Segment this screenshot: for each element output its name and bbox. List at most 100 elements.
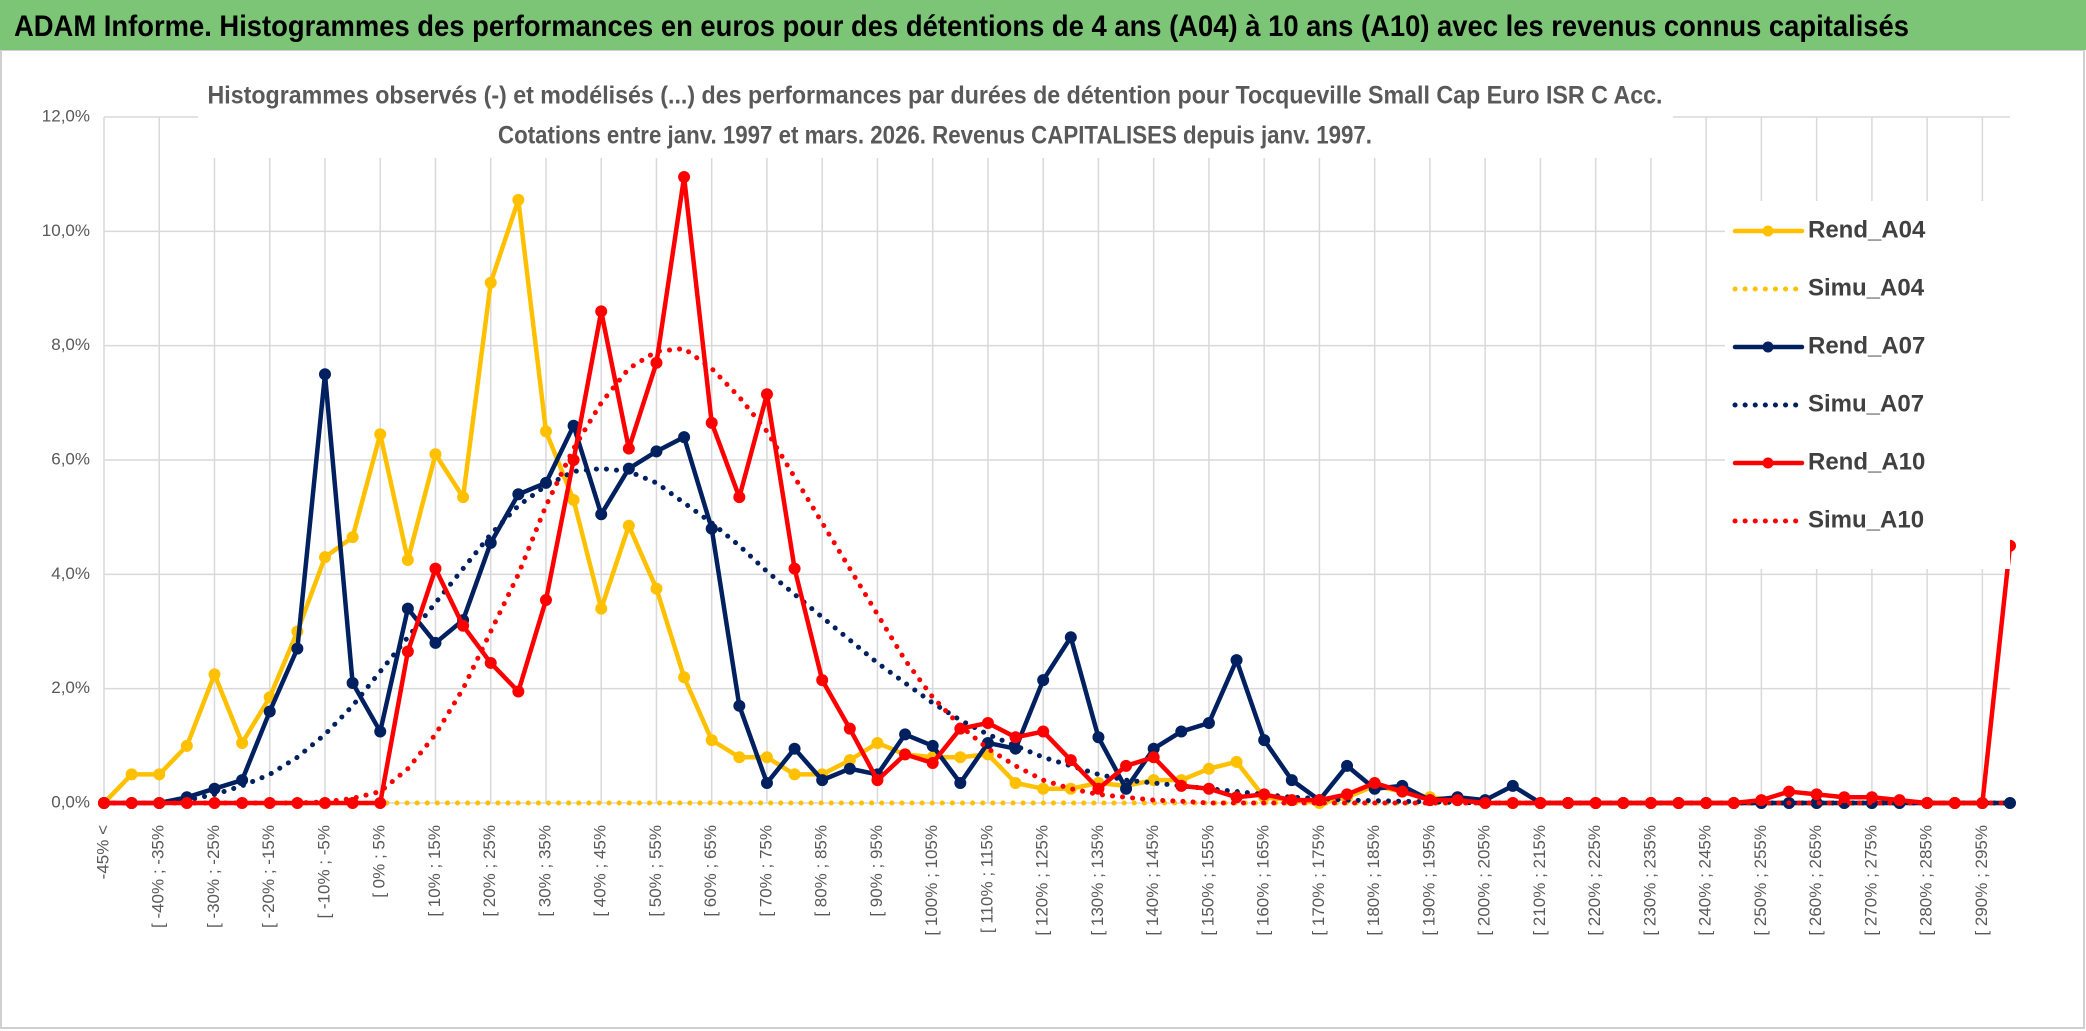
x-tick-label: [ 140% ; 145% — [1143, 825, 1162, 936]
data-point — [788, 562, 801, 575]
y-tick-label: 8,0% — [51, 335, 90, 354]
data-point — [760, 388, 773, 401]
data-point — [539, 594, 552, 607]
subtitle: Cotations entre janv. 1997 et mars. 2026… — [498, 122, 1372, 150]
x-tick-label: [ 90% ; 95% — [867, 825, 886, 917]
x-tick-label: [ 70% ; 75% — [756, 825, 775, 917]
x-tick-label: [ 10% ; 15% — [425, 825, 444, 917]
data-point — [733, 751, 746, 764]
x-tick-label: -45% < — [93, 825, 112, 879]
data-point — [263, 705, 276, 718]
data-point — [208, 668, 221, 681]
data-point — [236, 736, 249, 749]
plot — [98, 171, 2016, 809]
x-tick-label: [ 170% ; 175% — [1309, 825, 1328, 936]
data-point — [1064, 754, 1077, 767]
data-point — [1037, 674, 1050, 687]
x-tick-label: [ 120% ; 125% — [1033, 825, 1052, 936]
data-point — [1230, 791, 1243, 804]
legend-marker — [1762, 341, 1774, 353]
legend-label: Simu_A04 — [1808, 274, 1925, 301]
data-point — [1120, 759, 1133, 772]
data-point — [484, 276, 497, 289]
x-tick-label: [ 190% ; 195% — [1419, 825, 1438, 936]
data-point — [926, 739, 939, 752]
data-point — [346, 676, 359, 689]
data-point — [1368, 776, 1381, 789]
data-point — [1092, 731, 1105, 744]
data-point — [1230, 755, 1243, 768]
data-point — [595, 602, 608, 615]
data-point — [1037, 782, 1050, 795]
y-tick-label: 6,0% — [51, 449, 90, 468]
data-point — [1810, 788, 1823, 801]
data-point — [1120, 782, 1133, 795]
subtitle-box — [198, 76, 1673, 158]
data-point — [678, 171, 691, 184]
legend-marker — [1762, 225, 1774, 237]
data-point — [457, 491, 470, 504]
data-point — [1258, 734, 1271, 747]
data-point — [1285, 774, 1298, 787]
data-point — [981, 716, 994, 729]
x-tick-label: [ 150% ; 155% — [1198, 825, 1217, 936]
data-point — [291, 642, 304, 655]
data-point — [512, 193, 525, 206]
data-point — [153, 768, 166, 781]
x-tick-label: [ 160% ; 165% — [1254, 825, 1273, 936]
grid: 0,0% 2,0% 4,0% 6,0% 8,0% 10,0% 12,0% -45% < [ -4… — [42, 106, 2010, 936]
x-tick-label: [ 50% ; 55% — [646, 825, 665, 917]
x-tick-label: [ 30% ; 35% — [535, 825, 554, 917]
data-point — [1230, 654, 1243, 667]
data-point — [650, 582, 663, 595]
data-point — [346, 797, 359, 809]
x-tick-label: [ 40% ; 45% — [591, 825, 610, 917]
x-tick-label: [ 230% ; 235% — [1640, 825, 1659, 936]
x-tick-label: [ -10% ; -5% — [314, 825, 333, 919]
data-point — [760, 751, 773, 764]
data-point — [429, 636, 442, 649]
legend-label: Rend_A07 — [1808, 332, 1925, 359]
data-point — [1092, 782, 1105, 795]
data-point — [760, 776, 773, 789]
data-point — [788, 742, 801, 755]
data-point — [401, 645, 414, 658]
data-point — [1175, 779, 1188, 792]
data-point — [622, 519, 635, 532]
x-tick-label: [ -40% ; -35% — [149, 825, 168, 928]
data-point — [1175, 725, 1188, 738]
data-point — [512, 488, 525, 501]
legend-label: Rend_A10 — [1808, 448, 1925, 475]
data-point — [1506, 779, 1519, 792]
data-point — [1009, 731, 1022, 744]
data-point — [374, 797, 387, 809]
data-point — [1341, 788, 1354, 801]
data-point — [788, 768, 801, 781]
data-point — [318, 368, 331, 381]
data-point — [567, 494, 580, 507]
data-point — [650, 356, 663, 369]
data-point — [318, 551, 331, 564]
series-line — [101, 346, 2013, 806]
data-point — [816, 674, 829, 687]
data-point — [401, 554, 414, 567]
data-point — [733, 699, 746, 712]
legend: Rend_A04 Simu_A04 Rend_A07 Simu_A07 Rend_A10… — [1725, 201, 2010, 569]
data-point — [650, 445, 663, 458]
data-point — [1037, 725, 1050, 738]
x-tick-label: [ 80% ; 85% — [812, 825, 831, 917]
data-point — [1202, 762, 1215, 775]
x-tick-label: [ 240% ; 245% — [1696, 825, 1715, 936]
data-point — [346, 531, 359, 544]
y-tick-label: 0,0% — [51, 792, 90, 811]
data-point — [595, 305, 608, 318]
data-point — [125, 768, 138, 781]
x-tick-label: [ 260% ; 265% — [1806, 825, 1825, 936]
data-point — [899, 728, 912, 741]
data-point — [1202, 716, 1215, 729]
data-point — [429, 562, 442, 575]
x-tick-label: [ 20% ; 25% — [480, 825, 499, 917]
x-tick-label: [ -20% ; -15% — [259, 825, 278, 928]
y-tick-label: 4,0% — [51, 564, 90, 583]
data-point — [429, 448, 442, 461]
